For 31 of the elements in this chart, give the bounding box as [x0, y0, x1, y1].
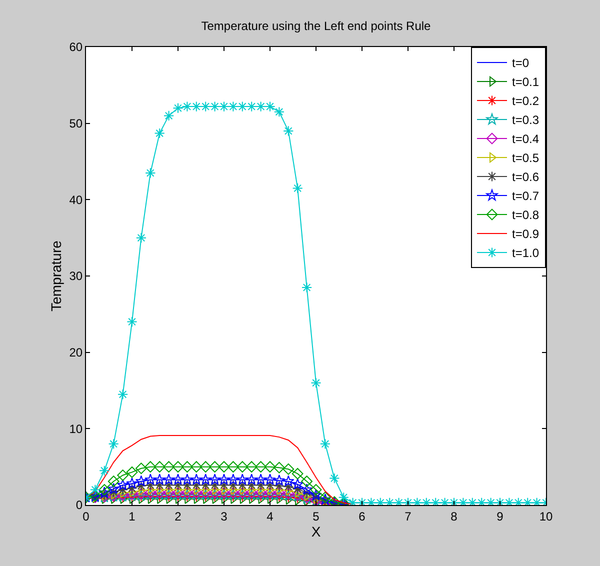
y-tick-label: 50: [69, 116, 83, 131]
y-tick-label: 60: [69, 40, 83, 54]
legend-label: t=0.2: [512, 94, 540, 108]
x-tick-label: 2: [174, 509, 182, 524]
x-tick-label: 3: [220, 509, 228, 524]
legend-label: t=1.0: [512, 246, 540, 260]
legend-label: t=0: [512, 56, 530, 70]
y-tick-label: 20: [69, 346, 83, 360]
x-tick-label: 9: [496, 509, 504, 524]
legend-label: t=0.6: [512, 170, 540, 184]
x-tick-label: 6: [358, 509, 366, 524]
y-axis-title: Temprature: [48, 240, 64, 312]
legend-label: t=0.4: [512, 132, 540, 146]
y-tick-label: 40: [69, 192, 83, 207]
legend-label: t=0.9: [512, 227, 540, 242]
x-tick-label: 7: [404, 509, 412, 524]
legend-label: t=0.8: [512, 208, 540, 222]
chart-title: Temperature using the Left end points Rule: [201, 19, 432, 33]
y-tick-label: 30: [69, 269, 83, 284]
legend-label: t=0.3: [512, 113, 540, 128]
y-tick-label: 10: [69, 422, 83, 436]
x-tick-label: 4: [266, 509, 274, 524]
legend-label: t=0.7: [512, 189, 540, 204]
y-tick-label: 0: [76, 498, 83, 512]
x-tick-label: 5: [312, 509, 320, 524]
x-tick-label: 1: [128, 509, 136, 524]
x-tick-label: 8: [450, 509, 458, 524]
legend-label: t=0.1: [512, 75, 540, 90]
x-tick-label: 10: [539, 509, 553, 524]
legend-label: t=0.5: [512, 151, 540, 166]
x-axis-title: X: [311, 524, 322, 540]
